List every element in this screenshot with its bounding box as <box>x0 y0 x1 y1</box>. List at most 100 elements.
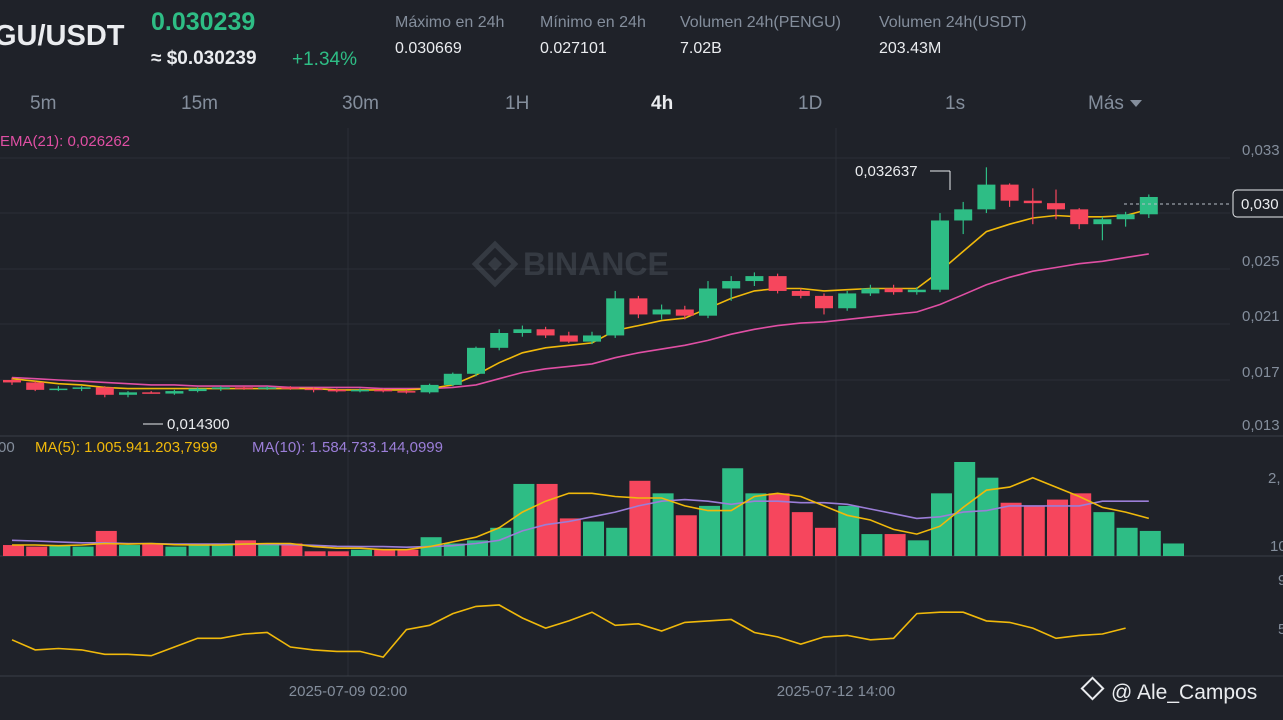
candle-down <box>3 377 21 385</box>
volume-bar <box>559 518 581 556</box>
volume-bar <box>327 551 349 556</box>
candle-up <box>513 325 532 337</box>
volume-bar <box>1163 543 1184 556</box>
candle-body <box>211 387 230 389</box>
candle-up <box>954 201 973 235</box>
volume-bar <box>884 534 906 556</box>
watermark-text: BINANCE <box>523 246 669 282</box>
candle-body <box>1139 196 1158 215</box>
candle-body <box>606 298 625 336</box>
tab-15m[interactable]: 15m <box>181 93 218 114</box>
volume-bar <box>1000 502 1022 556</box>
candle-body <box>861 288 880 294</box>
volume-bar <box>374 549 396 556</box>
volume-legend-prefix: 00 <box>0 439 15 456</box>
tab-30m[interactable]: 30m <box>342 93 379 114</box>
grid <box>0 128 1230 676</box>
tab-1s[interactable]: 1s <box>945 93 966 114</box>
candle-down <box>142 391 161 394</box>
high-price-label: 0,032637 <box>855 163 918 180</box>
binance-logo-icon <box>471 240 519 288</box>
candle-body <box>583 335 601 342</box>
candle-up <box>1116 211 1135 227</box>
candle-up <box>583 331 601 345</box>
candle-body <box>490 332 509 348</box>
ema-short-series <box>11 208 1150 391</box>
candle-up <box>722 276 741 301</box>
candle-down <box>675 305 694 320</box>
candle-body <box>768 276 787 291</box>
candle-body <box>327 389 346 392</box>
candle-body <box>235 387 253 389</box>
volume-bar <box>745 493 767 556</box>
candle-body <box>142 392 161 394</box>
volume-bar <box>281 543 303 556</box>
candle-up <box>420 383 439 394</box>
candle-up <box>699 281 717 319</box>
candle-up <box>119 391 137 398</box>
candle-body <box>420 384 439 393</box>
tab-1d[interactable]: 1D <box>798 93 823 114</box>
candle-body <box>977 184 996 210</box>
candle-down <box>1047 189 1065 220</box>
candle-up <box>467 346 485 377</box>
candle-down <box>281 386 300 390</box>
ma10-line <box>11 498 1149 549</box>
candle-up <box>188 387 207 393</box>
candle-body <box>931 220 949 290</box>
volume-bar <box>26 546 48 556</box>
candle-body <box>513 329 532 333</box>
volume-bar <box>791 512 813 556</box>
stat-24h-volume-quote: Volumen 24h(USDT) 203.43M <box>879 14 1027 58</box>
author-credit: @ Ale_Campos <box>1080 676 1257 705</box>
candle-down <box>26 381 45 392</box>
stat-24h-volume-base: Volumen 24h(PENGU) 7.02B <box>680 14 841 58</box>
candle-body <box>95 387 114 395</box>
candle-up <box>745 272 764 286</box>
volume-bar <box>304 551 326 556</box>
price-tick: 0,025 <box>1242 253 1280 270</box>
ema-long-series <box>11 253 1149 390</box>
volume-bar <box>258 543 280 556</box>
volume-bar <box>1023 505 1045 556</box>
tab-4h[interactable]: 4h <box>651 93 674 114</box>
volume-bar <box>768 493 790 556</box>
candle-up <box>258 386 277 390</box>
candle-up <box>907 287 926 295</box>
stat-label: Máximo en 24h <box>395 14 505 31</box>
candle-down <box>397 389 416 394</box>
candle-body <box>1023 200 1042 204</box>
candle-body <box>119 392 137 395</box>
usd-price: ≈ $0.030239 <box>151 48 257 69</box>
candle-down <box>629 295 648 319</box>
volume-bar <box>977 477 999 556</box>
volume-bar <box>72 546 94 556</box>
price-axis: 0,033 0,025 0,021 0,017 0,013 2, 10 9 5 <box>1242 142 1283 638</box>
volume-tick: 10 <box>1270 538 1283 555</box>
volume-bar <box>699 505 720 556</box>
tab-5m[interactable]: 5m <box>30 93 57 114</box>
candle-up <box>211 386 230 392</box>
volume-bar <box>490 527 512 556</box>
candle-body <box>745 276 764 282</box>
volume-bars <box>3 462 1184 556</box>
candle-body <box>72 387 91 389</box>
volume-bar <box>235 540 256 556</box>
volume-bar <box>838 505 860 556</box>
candle-down <box>304 387 323 393</box>
tab-more[interactable]: Más <box>1088 93 1142 115</box>
candle-body <box>954 209 973 221</box>
price-tick: 0,013 <box>1242 417 1280 434</box>
candle-body <box>675 309 694 316</box>
tab-1h[interactable]: 1H <box>505 93 530 114</box>
candle-up <box>72 386 91 392</box>
volume-ma-lines <box>11 476 1150 551</box>
stat-value: 0.030669 <box>395 40 462 57</box>
candle-body <box>1070 209 1089 225</box>
volume-bar <box>211 543 233 556</box>
time-tick: 2025-07-09 02:00 <box>289 683 407 700</box>
candle-up <box>1139 194 1158 218</box>
trading-pair[interactable]: GU/USDT <box>0 20 125 52</box>
current-price-tag-label: 0,030 <box>1241 196 1279 213</box>
